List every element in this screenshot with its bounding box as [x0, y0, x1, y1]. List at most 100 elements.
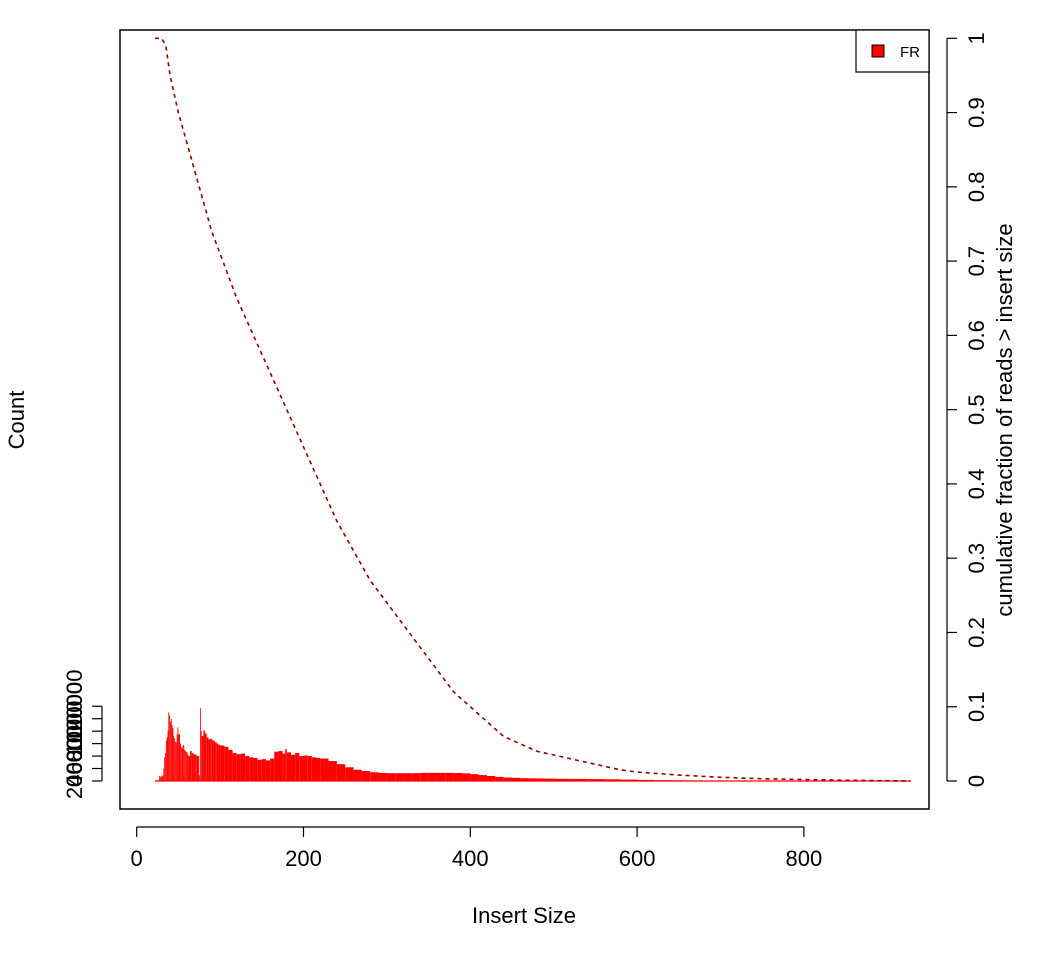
histogram-bar [159, 776, 161, 781]
histogram-bar [370, 772, 379, 781]
histogram-bar [478, 775, 487, 781]
histogram-bar [282, 753, 286, 781]
histogram-bar [361, 771, 371, 781]
histogram-bar [445, 772, 454, 781]
plot-frame [119, 29, 930, 810]
x-tick-label: 600 [619, 846, 656, 871]
histogram-bar [176, 734, 178, 781]
histogram-bar [345, 767, 354, 781]
y-right-tick-label: 0.4 [964, 469, 989, 500]
histogram-bar [420, 772, 429, 781]
histogram-bar [206, 737, 209, 781]
histogram-bar [285, 749, 287, 781]
histogram-bar [228, 749, 233, 781]
histogram-bar [184, 749, 186, 781]
histogram-bar [187, 754, 189, 781]
histogram-bar [163, 768, 165, 781]
histogram-bar [553, 778, 571, 781]
histogram-bar [172, 728, 174, 781]
histogram-bar [211, 739, 214, 781]
histogram-bar [170, 718, 172, 781]
histogram-bar [224, 746, 229, 781]
y-right-tick-label: 0.3 [964, 543, 989, 574]
histogram-bar [215, 742, 217, 781]
histogram-bar [201, 736, 204, 781]
histogram-bar [620, 779, 638, 781]
histogram-bar [213, 741, 216, 781]
histogram-bar [537, 778, 546, 781]
histogram-bar [503, 777, 512, 781]
y-right-tick-label: 0.5 [964, 394, 989, 425]
histogram-bar [167, 731, 169, 781]
histogram-bar [261, 759, 266, 781]
histogram-bar [290, 754, 296, 781]
histogram-bar [162, 775, 164, 781]
histogram-bar [436, 772, 446, 781]
x-tick-label: 200 [285, 846, 322, 871]
histogram-bar [175, 741, 176, 781]
histogram-bar [486, 776, 496, 781]
histogram-bar [183, 744, 185, 781]
histogram-bar [315, 757, 321, 781]
y-left-tick-label: 100000 [62, 682, 87, 755]
legend-label-fr: FR [900, 44, 920, 61]
x-axis: 0 200 400 600 800 [131, 826, 822, 871]
histogram-bar [495, 776, 504, 781]
histogram-bar [161, 776, 163, 781]
histogram-bar [171, 724, 173, 781]
histogram-bar [511, 777, 521, 781]
histogram-bar [353, 769, 362, 781]
histogram-bar [336, 764, 346, 781]
x-axis-title: Insert Size [472, 903, 576, 928]
y-right-tick-label: 0.2 [964, 617, 989, 648]
legend-box [855, 29, 930, 73]
y-axis-right: 0 0.1 0.2 0.3 0.4 0.5 0.6 0.7 0.8 0.9 1 [946, 32, 989, 787]
histogram-bar [205, 733, 207, 781]
histogram-bar [428, 772, 437, 781]
histogram-bar [200, 708, 201, 781]
y-right-tick-label: 1 [964, 32, 989, 44]
x-tick-label: 400 [452, 846, 489, 871]
histogram-bar [303, 755, 308, 781]
histogram-bar [403, 773, 412, 781]
histogram-bar [160, 777, 161, 781]
histogram-bar [411, 773, 421, 781]
histogram-bar [210, 738, 212, 781]
histogram-bar [299, 756, 304, 781]
y-left-tick-label: 80000 [62, 701, 87, 762]
histogram-bar [295, 752, 300, 781]
y-left-tick-label: 120000 [62, 670, 87, 743]
histogram-bar [286, 752, 291, 781]
histogram-bar [185, 751, 187, 781]
histogram-bar [198, 756, 200, 781]
histogram-bar [395, 773, 404, 781]
histogram-bar [461, 773, 471, 781]
y-right-tick-label: 0 [964, 775, 989, 787]
y-axis-title-left: Count [4, 391, 29, 450]
histogram-bars [155, 708, 912, 782]
histogram-bar [181, 748, 183, 781]
legend: FR [855, 29, 930, 73]
histogram-bar [175, 742, 177, 781]
y-right-tick-label: 0.8 [964, 172, 989, 203]
histogram-bar [182, 745, 184, 781]
histogram-bar [245, 756, 250, 781]
histogram-bar [169, 715, 171, 781]
histogram-bar [208, 739, 211, 781]
histogram-bar [453, 773, 462, 781]
histogram-bar [249, 757, 254, 781]
histogram-bar [232, 752, 237, 781]
y-axis-title-right: cumulative fraction of reads > insert si… [992, 223, 1017, 616]
histogram-bar [470, 774, 479, 781]
histogram-bar [253, 757, 258, 781]
histogram-bar [195, 754, 197, 781]
histogram-bar [174, 738, 176, 781]
y-left-tick-label: 60000 [62, 713, 87, 774]
histogram-bar [165, 752, 166, 781]
histogram-bar [158, 779, 160, 781]
cumulative-line-layer [155, 37, 911, 782]
y-left-tick-label: 20000 [62, 738, 87, 799]
histogram-bar [177, 727, 179, 781]
